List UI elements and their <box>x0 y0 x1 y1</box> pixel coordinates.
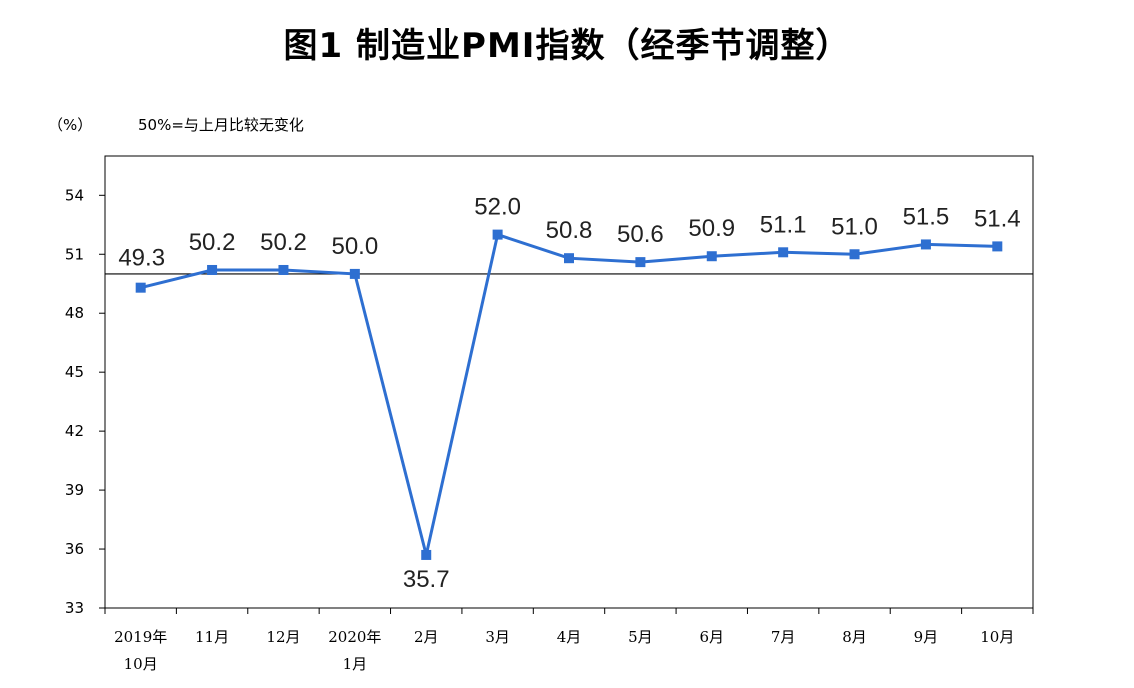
x-tick-label: 8月 <box>842 628 867 646</box>
plot-area <box>104 155 1034 609</box>
data-label: 50.2 <box>260 229 307 256</box>
data-point <box>920 239 931 250</box>
y-tick-label: 54 <box>65 186 84 204</box>
data-label: 50.0 <box>331 233 378 260</box>
chart-title: 图1 制造业PMI指数（经季节调整） <box>283 26 851 66</box>
y-tick-label: 48 <box>65 304 84 322</box>
data-label: 51.5 <box>903 203 950 230</box>
x-tick-label: 12月 <box>266 628 300 646</box>
data-label: 50.2 <box>189 229 236 256</box>
data-markers <box>135 229 1003 560</box>
x-axis: 2019年 10月 11月 12月 2020年 1月 2月 3月 4月 5月 6月 7月 8月 9月 10月 <box>104 608 1034 673</box>
x-tick-label: 2020年 <box>328 628 381 646</box>
x-tick-label: 4月 <box>557 628 582 646</box>
data-label: 51.4 <box>974 205 1021 232</box>
y-tick-label: 39 <box>65 481 84 499</box>
x-tick-label: 6月 <box>699 628 724 646</box>
x-tick-label: 9月 <box>914 628 939 646</box>
data-label: 35.7 <box>403 566 450 593</box>
pmi-series-line <box>140 232 998 556</box>
y-tick-label: 42 <box>65 422 84 440</box>
unit-label: （%） <box>48 116 93 134</box>
data-label: 52.0 <box>474 194 521 221</box>
data-point <box>135 282 146 293</box>
x-tick-label: 3月 <box>485 628 510 646</box>
data-label: 51.1 <box>760 211 807 238</box>
data-label: 50.9 <box>688 215 735 242</box>
x-tick-label: 2019年 <box>114 628 167 646</box>
x-tick-label: 11月 <box>195 628 229 646</box>
data-point <box>992 241 1003 252</box>
x-tick-label: 10月 <box>124 655 158 673</box>
data-point <box>706 251 717 262</box>
x-tick-label: 5月 <box>628 628 653 646</box>
data-point <box>492 229 503 240</box>
x-tick-label: 7月 <box>771 628 796 646</box>
data-label: 51.0 <box>831 213 878 240</box>
data-point <box>635 257 646 268</box>
data-point <box>564 253 574 264</box>
x-tick-label: 1月 <box>343 655 368 673</box>
data-labels: 49.3 50.2 50.2 50.0 35.7 52.0 50.8 50.6 50.9 51.1… <box>118 194 1020 593</box>
y-axis: 33 36 39 42 45 48 51 54 <box>65 186 105 617</box>
y-tick-label: 45 <box>65 363 84 381</box>
data-point <box>421 549 432 560</box>
y-tick-label: 51 <box>65 245 84 263</box>
data-label: 50.8 <box>546 217 593 244</box>
x-tick-label: 2月 <box>414 628 439 646</box>
data-label: 50.6 <box>617 221 664 248</box>
data-label: 49.3 <box>118 245 165 272</box>
data-point <box>349 268 360 279</box>
y-tick-label: 33 <box>65 599 84 617</box>
x-tick-label: 10月 <box>980 628 1014 646</box>
baseline-note: 50%=与上月比较无变化 <box>138 116 304 134</box>
data-point <box>278 264 289 275</box>
data-point <box>849 249 860 260</box>
data-point <box>778 247 789 258</box>
y-tick-label: 36 <box>65 540 84 558</box>
data-point <box>207 264 218 275</box>
